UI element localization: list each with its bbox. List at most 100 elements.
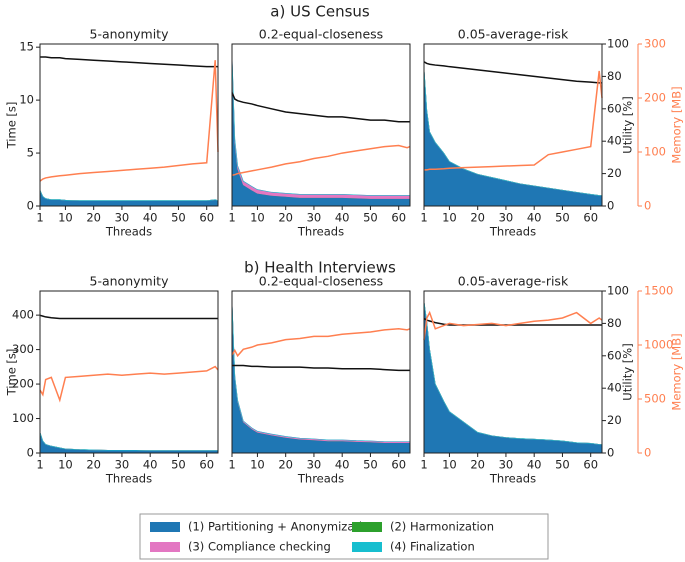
x-tick-label: 20 <box>470 211 485 225</box>
x-tick-label: 10 <box>250 458 265 472</box>
y-tick-label: 400 <box>12 308 34 322</box>
x-tick-label: 30 <box>115 458 130 472</box>
plot-frame <box>423 290 603 454</box>
line <box>423 61 602 84</box>
y2-axis-label: Utility [%] <box>621 343 635 400</box>
x-tick-label: 30 <box>307 458 322 472</box>
legend-label: (2) Harmonization <box>390 520 494 534</box>
y-tick-label: 10 <box>19 93 34 107</box>
row-title: b) Health Interviews <box>244 259 396 277</box>
area <box>39 189 219 202</box>
line <box>423 310 603 341</box>
y3-tick-label: 100 <box>644 145 666 159</box>
panel-title: 5-anonymity <box>90 274 170 289</box>
x-tick-label: 50 <box>171 211 186 225</box>
y3-tick-label: 300 <box>644 37 666 51</box>
area <box>423 68 603 207</box>
area <box>231 57 410 199</box>
row-title: a) US Census <box>270 3 370 21</box>
y3-tick-label: 1000 <box>644 338 673 352</box>
area <box>39 432 218 451</box>
x-tick-label: 50 <box>555 211 570 225</box>
plot-frame <box>39 43 219 207</box>
y2-tick-label: 20 <box>607 413 622 427</box>
plot-frame <box>39 290 219 454</box>
legend-label: (3) Compliance checking <box>188 540 331 554</box>
y3-axis-label: Memory [MB] <box>670 333 684 410</box>
x-tick-label: 30 <box>499 458 514 472</box>
y3-tick-label: 0 <box>644 199 651 213</box>
x-tick-label: 50 <box>171 458 186 472</box>
area <box>231 57 411 207</box>
y2-tick-label: 60 <box>607 348 622 362</box>
x-tick-label: 40 <box>335 211 350 225</box>
x-axis-label: Threads <box>297 225 344 239</box>
legend-swatch <box>352 522 382 532</box>
plot-frame <box>231 290 411 454</box>
area <box>231 300 410 442</box>
legend-label: (4) Finalization <box>390 540 475 554</box>
x-tick-label: 60 <box>583 211 598 225</box>
legend-label: (1) Partitioning + Anonymization <box>188 520 376 534</box>
area <box>423 301 602 445</box>
x-tick-label: 40 <box>335 458 350 472</box>
area <box>39 189 219 207</box>
x-tick-label: 20 <box>86 458 101 472</box>
y2-tick-label: 80 <box>607 69 622 83</box>
area <box>39 432 218 451</box>
y2-tick-label: 60 <box>607 101 622 115</box>
legend-swatch <box>352 542 382 552</box>
y-tick-label: 5 <box>27 146 34 160</box>
x-axis-label: Threads <box>297 472 344 486</box>
line <box>231 144 411 176</box>
x-tick-label: 30 <box>307 211 322 225</box>
y-tick-label: 300 <box>12 342 34 356</box>
x-tick-label: 1 <box>228 211 235 225</box>
area <box>423 68 602 196</box>
y-tick-label: 0 <box>27 446 34 460</box>
panel-title: 0.2-equal-closeness <box>259 27 383 42</box>
y3-tick-label: 1500 <box>644 284 673 298</box>
x-tick-label: 20 <box>86 211 101 225</box>
x-tick-label: 10 <box>58 458 73 472</box>
y2-tick-label: 20 <box>607 166 622 180</box>
y-axis-label: Time [s] <box>5 102 19 150</box>
y3-axis-label: Memory [MB] <box>670 86 684 163</box>
area <box>39 432 218 451</box>
area <box>39 189 219 202</box>
x-tick-label: 40 <box>527 211 542 225</box>
line <box>232 364 410 372</box>
area <box>231 301 411 454</box>
x-tick-label: 1 <box>420 458 427 472</box>
legend-swatch <box>150 542 180 552</box>
x-tick-label: 40 <box>143 458 158 472</box>
x-tick-label: 10 <box>442 211 457 225</box>
x-tick-label: 1 <box>36 211 43 225</box>
line <box>39 365 219 403</box>
x-tick-label: 50 <box>363 211 378 225</box>
line <box>39 60 219 182</box>
x-axis-label: Threads <box>489 225 536 239</box>
y2-tick-label: 80 <box>607 316 622 330</box>
y2-axis-label: Utility [%] <box>621 96 635 153</box>
y2-tick-label: 40 <box>607 134 622 148</box>
x-tick-label: 10 <box>58 211 73 225</box>
line <box>424 70 603 171</box>
line <box>40 56 218 68</box>
x-tick-label: 60 <box>583 458 598 472</box>
area <box>39 432 219 454</box>
area <box>39 189 219 202</box>
y2-tick-label: 100 <box>607 37 629 51</box>
x-tick-label: 20 <box>278 211 293 225</box>
area <box>231 54 411 199</box>
x-tick-label: 50 <box>363 458 378 472</box>
area <box>231 300 411 443</box>
x-axis-label: Threads <box>489 472 536 486</box>
x-tick-label: 50 <box>555 458 570 472</box>
panel-title: 0.05-average-risk <box>458 27 569 42</box>
legend-swatch <box>150 522 180 532</box>
y-axis-label: Time [s] <box>5 349 19 397</box>
x-tick-label: 10 <box>250 211 265 225</box>
y-tick-label: 0 <box>27 199 34 213</box>
